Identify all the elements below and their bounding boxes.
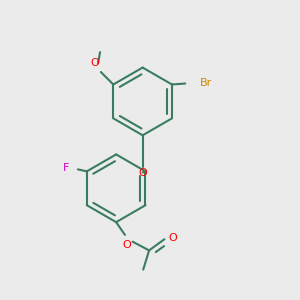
Text: F: F <box>62 164 69 173</box>
Text: O: O <box>168 233 177 243</box>
Text: O: O <box>138 168 147 178</box>
Text: O: O <box>90 58 99 68</box>
Text: Br: Br <box>200 78 212 88</box>
Text: O: O <box>122 240 131 250</box>
